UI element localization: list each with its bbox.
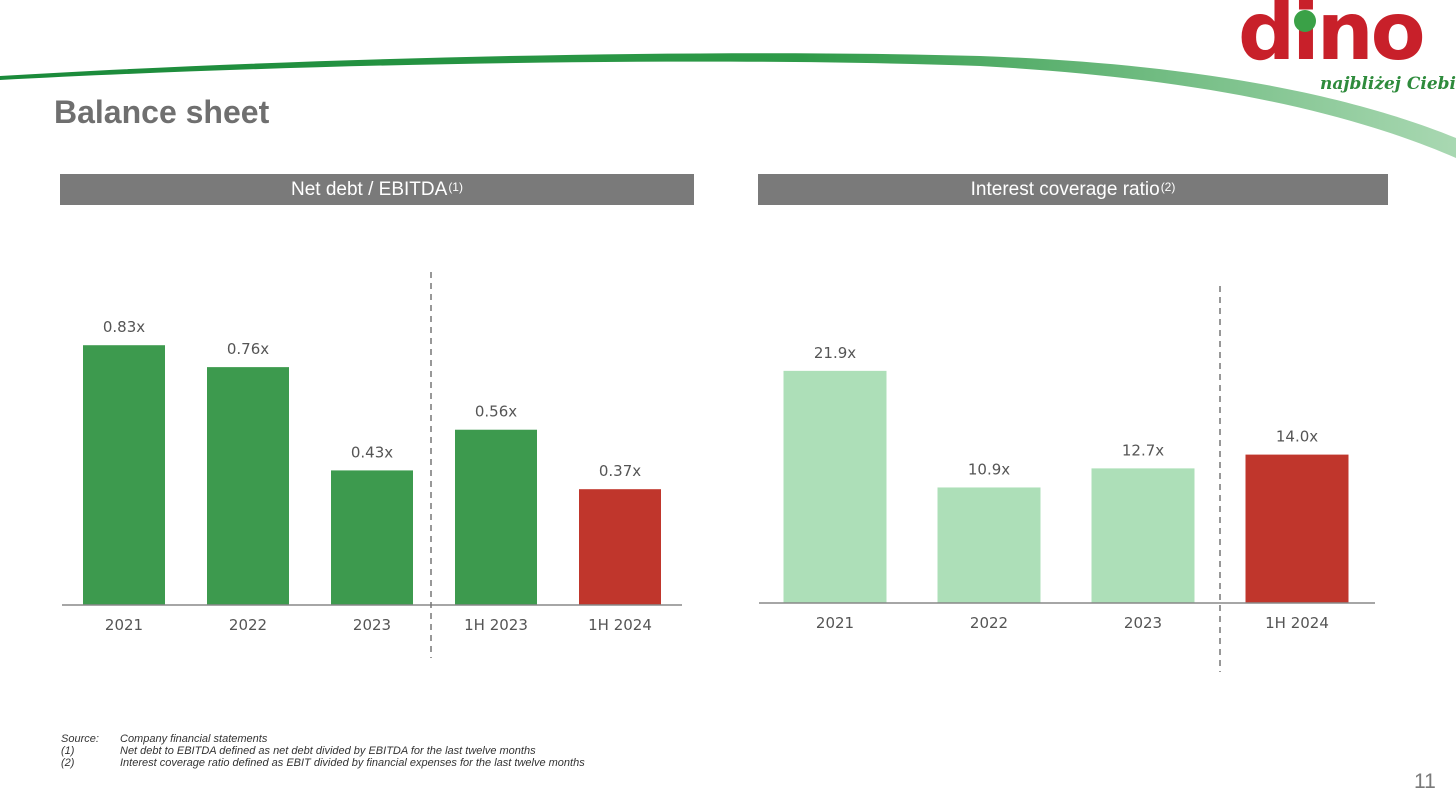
bar-2022	[937, 487, 1041, 603]
category-label-2022: 2022	[229, 616, 267, 634]
data-label-1h-2024: 0.37x	[599, 462, 641, 480]
footnote-source: Source: Company financial statements	[61, 733, 585, 745]
logo-wordmark: dino	[1238, 0, 1426, 78]
chart-interest-coverage: 21.9x 2021 10.9x 2022 12.7x 2023 14.0x 1H 2024	[759, 286, 1375, 672]
footnote-text: Net debt to EBITDA defined as net debt d…	[120, 745, 536, 757]
category-label-2022: 2022	[970, 614, 1008, 632]
chart-header-interest-coverage: Interest coverage ratio (2)	[758, 174, 1388, 205]
category-label-2023: 2023	[1124, 614, 1162, 632]
chart-note-ref: (1)	[448, 179, 463, 194]
bar-2023	[331, 470, 413, 605]
dino-logo: dino najbliżej Ciebie	[1236, 0, 1456, 102]
data-label-2022: 0.76x	[227, 340, 269, 358]
category-label-1h-2023: 1H 2023	[464, 616, 528, 634]
bar-2021	[783, 370, 887, 603]
data-label-2023: 0.43x	[351, 443, 393, 461]
chart-header-net-debt: Net debt / EBITDA (1)	[60, 174, 694, 205]
bar-1h-2023	[455, 429, 537, 605]
data-label-2021: 0.83x	[103, 318, 145, 336]
category-label-1h-2024: 1H 2024	[588, 616, 652, 634]
footnote-text: Interest coverage ratio defined as EBIT …	[120, 757, 585, 769]
page-title: Balance sheet	[54, 94, 270, 130]
bar-2022	[207, 367, 289, 605]
footnote-key: Source:	[61, 733, 99, 745]
bar-2023	[1091, 468, 1195, 603]
bar-1h-2024	[1245, 454, 1349, 603]
chart-net-debt-ebitda: 0.83x 2021 0.76x 2022 0.43x 2023 0.56x 1H 2023 0…	[62, 272, 682, 658]
footnote-1: (1) Net debt to EBITDA defined as net de…	[61, 745, 585, 757]
page-number: 11	[1414, 770, 1436, 793]
logo-dot	[1294, 10, 1316, 32]
bar-2021	[83, 345, 165, 605]
footnotes: Source: Company financial statements (1)…	[61, 733, 585, 769]
logo-tagline: najbliżej Ciebie	[1320, 74, 1456, 94]
bar-1h-2024	[579, 489, 661, 605]
data-label-1h-2023: 0.56x	[475, 403, 517, 421]
category-label-2021: 2021	[105, 616, 143, 634]
category-label-2023: 2023	[353, 616, 391, 634]
chart-title: Interest coverage ratio	[970, 178, 1160, 200]
data-label-1h-2024: 14.0x	[1276, 428, 1318, 446]
category-label-2021: 2021	[816, 614, 854, 632]
footnote-2: (2) Interest coverage ratio defined as E…	[61, 757, 585, 769]
chart-title: Net debt / EBITDA	[291, 178, 448, 200]
footnote-key: (2)	[61, 757, 75, 769]
category-label-1h-2024: 1H 2024	[1265, 614, 1329, 632]
data-label-2023: 12.7x	[1122, 441, 1164, 459]
data-label-2021: 21.9x	[814, 344, 856, 362]
chart-note-ref: (2)	[1160, 179, 1176, 194]
data-label-2022: 10.9x	[968, 460, 1010, 478]
footnote-text: Company financial statements	[120, 733, 268, 745]
footnote-key: (1)	[61, 745, 75, 757]
